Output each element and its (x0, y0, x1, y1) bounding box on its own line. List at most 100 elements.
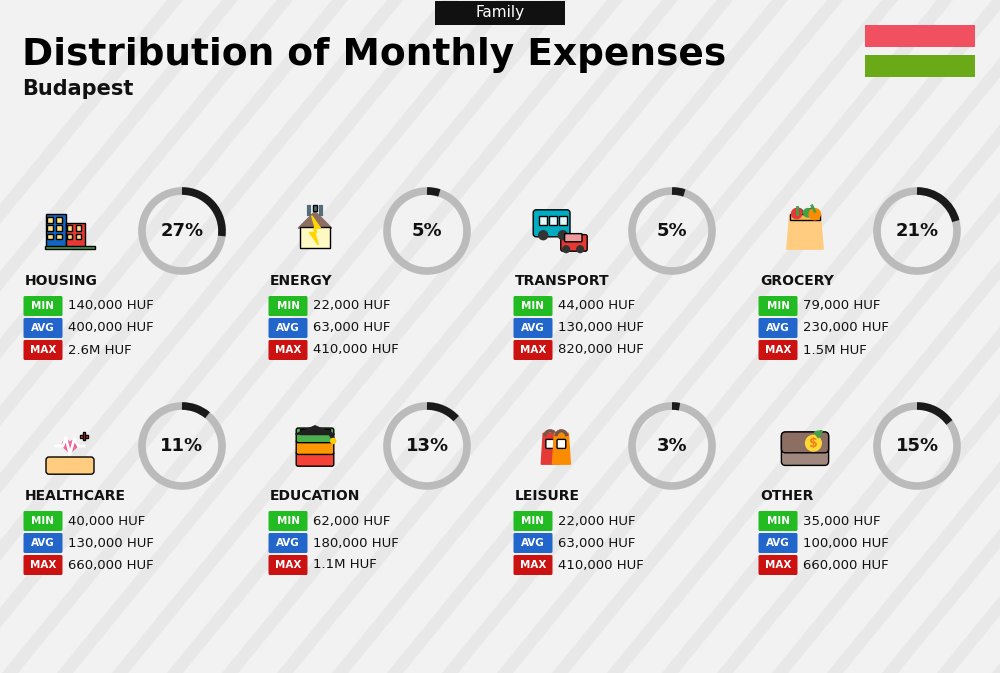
FancyBboxPatch shape (514, 318, 552, 338)
Text: MAX: MAX (30, 560, 56, 570)
FancyBboxPatch shape (56, 217, 62, 223)
Text: MIN: MIN (522, 516, 544, 526)
FancyBboxPatch shape (514, 296, 552, 316)
FancyBboxPatch shape (759, 340, 798, 360)
Text: 820,000 HUF: 820,000 HUF (558, 343, 644, 357)
FancyBboxPatch shape (47, 225, 53, 231)
Text: 27%: 27% (160, 222, 204, 240)
Text: 15%: 15% (895, 437, 939, 455)
Text: HEALTHCARE: HEALTHCARE (25, 489, 126, 503)
FancyBboxPatch shape (533, 210, 570, 237)
Text: 35,000 HUF: 35,000 HUF (803, 514, 881, 528)
Text: AVG: AVG (31, 323, 55, 333)
FancyBboxPatch shape (546, 439, 555, 448)
FancyBboxPatch shape (268, 296, 308, 316)
Text: AVG: AVG (276, 538, 300, 548)
FancyBboxPatch shape (296, 439, 334, 454)
Text: $: $ (809, 437, 818, 450)
FancyBboxPatch shape (514, 555, 552, 575)
FancyBboxPatch shape (76, 234, 81, 240)
Text: TRANSPORT: TRANSPORT (515, 274, 610, 288)
Circle shape (558, 231, 567, 240)
Text: AVG: AVG (521, 323, 545, 333)
Text: MIN: MIN (522, 301, 544, 311)
FancyBboxPatch shape (557, 439, 566, 448)
Text: 22,000 HUF: 22,000 HUF (558, 514, 636, 528)
FancyBboxPatch shape (759, 318, 798, 338)
FancyBboxPatch shape (759, 533, 798, 553)
Text: 5%: 5% (412, 222, 442, 240)
FancyBboxPatch shape (561, 235, 587, 251)
FancyBboxPatch shape (790, 214, 820, 220)
Circle shape (806, 435, 821, 451)
FancyBboxPatch shape (47, 217, 53, 223)
Text: 13%: 13% (405, 437, 449, 455)
Text: 40,000 HUF: 40,000 HUF (68, 514, 145, 528)
Polygon shape (541, 433, 559, 464)
Text: MAX: MAX (30, 345, 56, 355)
FancyBboxPatch shape (565, 234, 582, 242)
FancyBboxPatch shape (76, 225, 81, 231)
FancyBboxPatch shape (435, 1, 565, 25)
Polygon shape (62, 440, 78, 454)
Text: 1.1M HUF: 1.1M HUF (313, 559, 377, 571)
Text: AVG: AVG (766, 323, 790, 333)
FancyBboxPatch shape (24, 296, 62, 316)
FancyBboxPatch shape (296, 428, 334, 443)
FancyBboxPatch shape (67, 234, 72, 240)
FancyBboxPatch shape (559, 217, 567, 225)
Circle shape (577, 246, 584, 252)
Text: MAX: MAX (765, 345, 791, 355)
FancyBboxPatch shape (781, 432, 829, 453)
Text: MAX: MAX (520, 345, 546, 355)
Circle shape (331, 438, 336, 444)
FancyBboxPatch shape (24, 511, 62, 531)
Text: OTHER: OTHER (760, 489, 813, 503)
Text: MIN: MIN (32, 516, 54, 526)
FancyBboxPatch shape (759, 296, 798, 316)
Text: 660,000 HUF: 660,000 HUF (803, 559, 889, 571)
Circle shape (563, 246, 570, 252)
Text: HOUSING: HOUSING (25, 274, 98, 288)
Text: MIN: MIN (32, 301, 54, 311)
Text: 2.6M HUF: 2.6M HUF (68, 343, 132, 357)
FancyBboxPatch shape (24, 555, 62, 575)
Text: 22,000 HUF: 22,000 HUF (313, 299, 390, 312)
FancyBboxPatch shape (514, 511, 552, 531)
Text: 5%: 5% (657, 222, 687, 240)
Text: Budapest: Budapest (22, 79, 133, 99)
Text: 62,000 HUF: 62,000 HUF (313, 514, 390, 528)
FancyBboxPatch shape (24, 318, 62, 338)
Text: 11%: 11% (160, 437, 204, 455)
Text: 21%: 21% (895, 222, 939, 240)
FancyBboxPatch shape (514, 340, 552, 360)
FancyBboxPatch shape (313, 205, 317, 211)
FancyBboxPatch shape (67, 225, 72, 231)
Text: MAX: MAX (275, 345, 301, 355)
Polygon shape (295, 426, 335, 434)
Text: MAX: MAX (520, 560, 546, 570)
FancyBboxPatch shape (24, 533, 62, 553)
FancyBboxPatch shape (549, 217, 557, 225)
Circle shape (539, 231, 548, 240)
FancyBboxPatch shape (268, 511, 308, 531)
FancyBboxPatch shape (83, 432, 85, 440)
FancyBboxPatch shape (759, 555, 798, 575)
Text: LEISURE: LEISURE (515, 489, 580, 503)
FancyBboxPatch shape (56, 234, 62, 240)
Text: 130,000 HUF: 130,000 HUF (68, 536, 154, 549)
Text: 100,000 HUF: 100,000 HUF (803, 536, 889, 549)
Text: Distribution of Monthly Expenses: Distribution of Monthly Expenses (22, 37, 726, 73)
Text: AVG: AVG (766, 538, 790, 548)
Text: 63,000 HUF: 63,000 HUF (558, 536, 635, 549)
FancyBboxPatch shape (514, 533, 552, 553)
Text: AVG: AVG (31, 538, 55, 548)
Text: 400,000 HUF: 400,000 HUF (68, 322, 154, 334)
FancyBboxPatch shape (296, 452, 334, 466)
Text: 410,000 HUF: 410,000 HUF (558, 559, 644, 571)
Text: MIN: MIN (767, 516, 790, 526)
FancyBboxPatch shape (268, 318, 308, 338)
FancyBboxPatch shape (759, 511, 798, 531)
Text: MIN: MIN (276, 516, 300, 526)
Text: 660,000 HUF: 660,000 HUF (68, 559, 154, 571)
